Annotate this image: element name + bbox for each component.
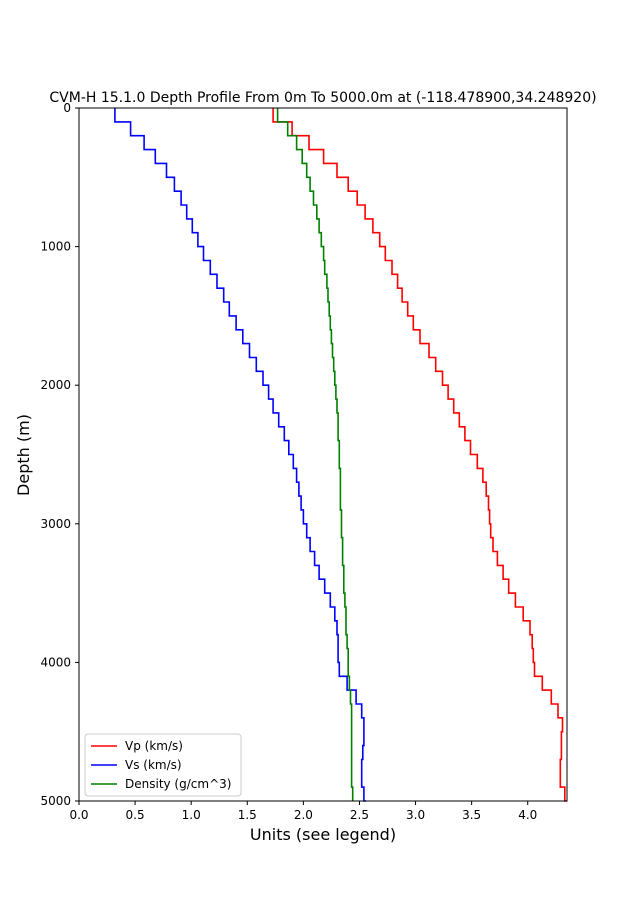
y-tick-label: 3000	[40, 517, 71, 531]
series-line-1	[114, 108, 367, 802]
legend-label-0: Vp (km/s)	[125, 739, 183, 753]
y-axis: 0 1000 2000 3000 4000 5000	[40, 101, 79, 808]
y-tick-label: 2000	[40, 378, 71, 392]
x-tick-label: 2.5	[350, 808, 369, 822]
y-tick-label: 4000	[40, 655, 71, 669]
series-line-2	[276, 108, 354, 801]
plot-area	[114, 108, 567, 802]
x-tick-label: 3.0	[406, 808, 425, 822]
x-tick-label: 1.5	[238, 808, 257, 822]
x-tick-label: 4.0	[518, 808, 537, 822]
x-tick-label: 2.0	[294, 808, 313, 822]
series-line-0	[272, 108, 567, 802]
y-tick-label: 5000	[40, 794, 71, 808]
x-tick-label: 0.5	[126, 808, 145, 822]
x-tick-label: 3.5	[462, 808, 481, 822]
y-axis-title: Depth (m)	[14, 414, 33, 496]
legend: Vp (km/s) Vs (km/s) Density (g/cm^3)	[84, 733, 242, 797]
y-tick-label: 0	[63, 101, 71, 115]
chart-title: CVM-H 15.1.0 Depth Profile From 0m To 50…	[49, 90, 596, 106]
x-axis: 0.0 0.5 1.0 1.5 2.0 2.5 3.0 3.5 4.0	[69, 801, 537, 822]
x-tick-label: 0.0	[69, 808, 88, 822]
legend-box	[84, 733, 242, 797]
legend-label-1: Vs (km/s)	[125, 758, 182, 772]
x-tick-label: 1.0	[182, 808, 201, 822]
plot-frame	[78, 107, 568, 802]
x-axis-title: Units (see legend)	[250, 825, 396, 844]
y-tick-label: 1000	[40, 240, 71, 254]
legend-label-2: Density (g/cm^3)	[125, 777, 231, 791]
